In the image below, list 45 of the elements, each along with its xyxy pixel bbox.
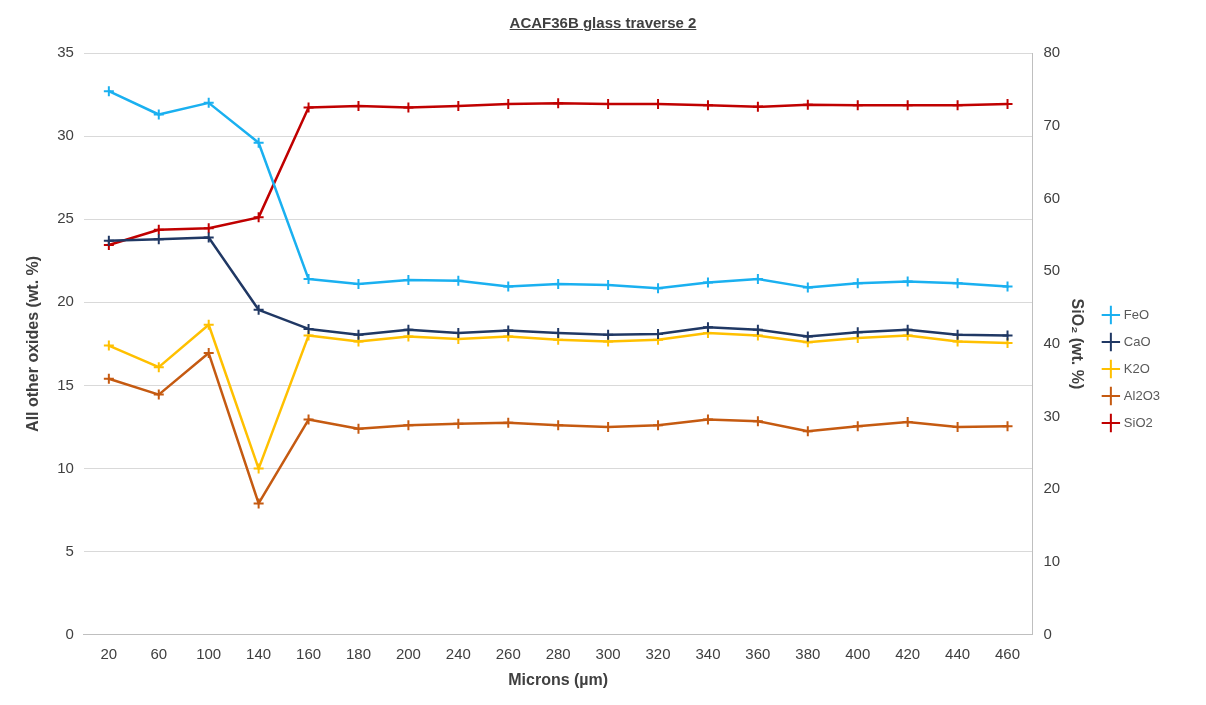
- x-tick-label: 280: [545, 644, 571, 662]
- legend-label: K2O: [1123, 360, 1150, 376]
- x-tick-label: 360: [745, 644, 771, 662]
- y-tick-label: 15: [57, 375, 74, 393]
- y2-tick-label: 40: [1043, 334, 1061, 352]
- y2-tick-label: 10: [1043, 552, 1061, 570]
- legend-label: Al2O3: [1123, 387, 1161, 403]
- x-tick-label: 340: [695, 644, 721, 662]
- x-tick-label: 400: [845, 644, 871, 662]
- y2-tick-label: 20: [1043, 479, 1061, 497]
- legend-label: CaO: [1123, 333, 1151, 349]
- x-tick-label: 200: [395, 644, 421, 662]
- x-tick-label: 320: [645, 644, 671, 662]
- y-tick-label: 0: [65, 624, 74, 642]
- y-axis-title: All other oxides (wt. %): [24, 255, 42, 432]
- y2-tick-label: 50: [1043, 261, 1061, 279]
- x-tick-label: 240: [445, 644, 471, 662]
- x-axis-title: Microns (µm): [508, 670, 609, 688]
- x-tick-label: 420: [895, 644, 921, 662]
- x-tick-label: 440: [945, 644, 971, 662]
- x-tick-label: 140: [246, 644, 272, 662]
- chart-title: ACAF36B glass traverse 2: [508, 14, 698, 31]
- x-tick-label: 180: [345, 644, 371, 662]
- x-tick-label: 20: [100, 644, 118, 662]
- y-tick-label: 5: [65, 541, 74, 559]
- y-tick-label: 30: [57, 126, 74, 144]
- y-tick-label: 35: [57, 43, 74, 61]
- y2-tick-label: 0: [1043, 624, 1052, 642]
- x-tick-label: 300: [595, 644, 621, 662]
- x-tick-label: 160: [296, 644, 322, 662]
- y2-tick-label: 30: [1043, 406, 1061, 424]
- y-tick-label: 20: [57, 292, 74, 310]
- y2-axis-title: SiO₂ (wt. %): [1069, 298, 1087, 390]
- x-tick-label: 380: [795, 644, 821, 662]
- legend-label: SiO2: [1123, 414, 1153, 430]
- y-tick-label: 10: [57, 458, 74, 476]
- x-tick-label: 60: [150, 644, 168, 662]
- y2-tick-label: 70: [1043, 115, 1061, 133]
- y2-tick-label: 60: [1043, 188, 1061, 206]
- x-tick-label: 100: [196, 644, 222, 662]
- legend-label: FeO: [1123, 306, 1150, 322]
- y-tick-label: 25: [57, 209, 74, 227]
- x-tick-label: 460: [995, 644, 1021, 662]
- x-tick-label: 260: [495, 644, 521, 662]
- y2-tick-label: 80: [1043, 43, 1061, 61]
